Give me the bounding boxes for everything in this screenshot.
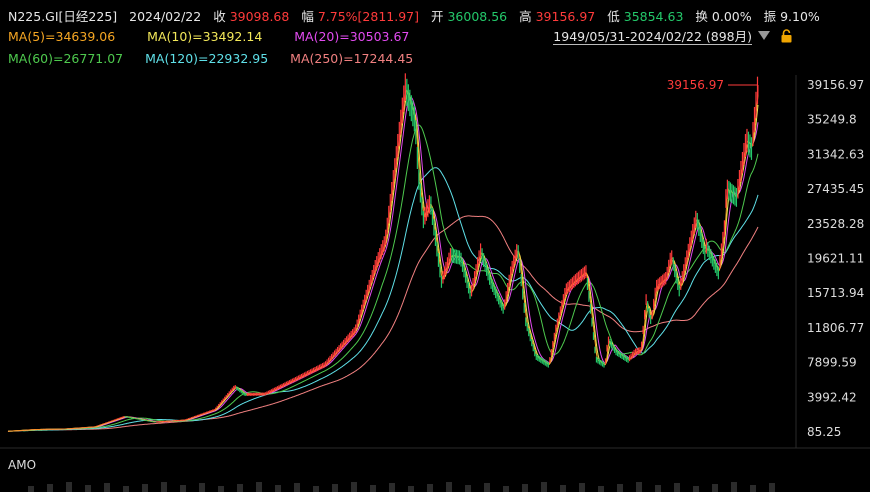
ma5-line bbox=[8, 89, 759, 432]
lock-icon[interactable] bbox=[781, 29, 792, 43]
y-tick-label: 3992.42 bbox=[807, 390, 857, 404]
amo-bar bbox=[465, 485, 471, 492]
ma120-legend: MA(120)=22932.95 bbox=[145, 51, 269, 66]
amo-bar bbox=[484, 483, 490, 492]
ma20-legend: MA(20)=30503.67 bbox=[294, 29, 410, 44]
amo-bar bbox=[370, 485, 376, 492]
amo-bar bbox=[598, 486, 604, 492]
amo-bar bbox=[674, 483, 680, 492]
amo-label: AMO bbox=[8, 458, 37, 472]
y-tick-label: 31342.63 bbox=[807, 147, 864, 161]
turnover-value: 0.00% bbox=[711, 9, 752, 24]
y-tick-label: 39156.97 bbox=[807, 78, 864, 92]
y-tick-label: 19621.11 bbox=[807, 252, 864, 266]
ma20-line bbox=[8, 96, 759, 432]
amo-bar bbox=[731, 482, 737, 492]
amo-bar bbox=[541, 482, 547, 492]
amo-bar bbox=[427, 484, 433, 492]
amplitude-label: 振 bbox=[763, 9, 777, 24]
y-tick-label: 23528.28 bbox=[807, 217, 864, 231]
amo-bar bbox=[47, 484, 53, 492]
close-label: 收 bbox=[213, 9, 226, 24]
y-tick-label: 11806.77 bbox=[807, 321, 864, 335]
amo-bar bbox=[237, 484, 243, 492]
ma60-line bbox=[8, 124, 759, 432]
y-tick-label: 15713.94 bbox=[807, 286, 864, 300]
amo-bar bbox=[446, 482, 452, 492]
amo-bar bbox=[750, 485, 756, 492]
ma5-legend: MA(5)=34639.06 bbox=[8, 29, 116, 44]
amo-bar bbox=[66, 482, 72, 492]
amo-bar bbox=[712, 484, 718, 492]
high-value: 39156.97 bbox=[535, 9, 596, 24]
quote-header: N225.GI[日经225] 2024/02/22 收 39098.68 幅 7… bbox=[8, 6, 820, 25]
amo-bar bbox=[332, 484, 338, 492]
y-tick-label: 27435.45 bbox=[807, 182, 864, 196]
symbol-name[interactable]: N225.GI[日经225] bbox=[8, 9, 118, 24]
amo-bar bbox=[503, 486, 509, 492]
amo-bar bbox=[123, 486, 129, 492]
amo-bar bbox=[104, 483, 110, 492]
open-label: 开 bbox=[430, 9, 444, 24]
amplitude-value: 9.10% bbox=[780, 9, 820, 24]
amo-bar bbox=[313, 486, 319, 492]
amo-bar bbox=[256, 482, 262, 492]
ma-legend-row-1: MA(5)=34639.06 MA(10)=33492.14 MA(20)=30… bbox=[8, 29, 409, 44]
amo-bar bbox=[85, 485, 91, 492]
low-label: 低 bbox=[607, 9, 620, 24]
amo-bar bbox=[275, 485, 281, 492]
date-range-selector[interactable]: 1949/05/31-2024/02/22 (898月) bbox=[553, 29, 752, 45]
y-tick-label: 85.25 bbox=[807, 425, 841, 439]
amo-bar bbox=[389, 483, 395, 492]
high-label: 高 bbox=[519, 9, 532, 24]
amo-bar bbox=[161, 482, 167, 492]
amo-bar bbox=[636, 482, 642, 492]
amo-bar bbox=[218, 486, 224, 492]
ma10-line bbox=[8, 91, 759, 432]
amo-bar bbox=[351, 482, 357, 492]
ma60-legend: MA(60)=26771.07 bbox=[8, 51, 124, 66]
ma250-legend: MA(250)=17244.45 bbox=[290, 51, 414, 66]
amo-bar bbox=[617, 484, 623, 492]
amo-bar bbox=[408, 486, 414, 492]
open-value: 36008.56 bbox=[447, 9, 508, 24]
amo-bar bbox=[655, 485, 661, 492]
change-value: 7.75%[2811.97] bbox=[317, 9, 419, 24]
amo-bar bbox=[769, 483, 775, 492]
low-value: 35854.63 bbox=[623, 9, 684, 24]
amo-bar bbox=[579, 483, 585, 492]
amo-bar bbox=[28, 486, 34, 492]
ma250-line bbox=[38, 215, 759, 431]
dropdown-triangle-icon[interactable] bbox=[758, 31, 770, 40]
amo-bar bbox=[560, 485, 566, 492]
amo-bar bbox=[199, 483, 205, 492]
amo-bar bbox=[522, 484, 528, 492]
y-tick-label: 7899.59 bbox=[807, 356, 857, 370]
ma-legend-row-2: MA(60)=26771.07 MA(120)=22932.95 MA(250)… bbox=[8, 51, 413, 66]
change-label: 幅 bbox=[301, 9, 314, 24]
amo-bar bbox=[294, 483, 300, 492]
amo-bar bbox=[180, 485, 186, 492]
amo-bar bbox=[142, 484, 148, 492]
amo-bar bbox=[693, 486, 699, 492]
max-annotation: 39156.97 bbox=[667, 78, 724, 92]
y-tick-label: 35249.8 bbox=[807, 113, 857, 127]
quote-date: 2024/02/22 bbox=[129, 9, 202, 24]
ma10-legend: MA(10)=33492.14 bbox=[147, 29, 263, 44]
turnover-label: 换 bbox=[695, 9, 708, 24]
close-value: 39098.68 bbox=[229, 9, 290, 24]
